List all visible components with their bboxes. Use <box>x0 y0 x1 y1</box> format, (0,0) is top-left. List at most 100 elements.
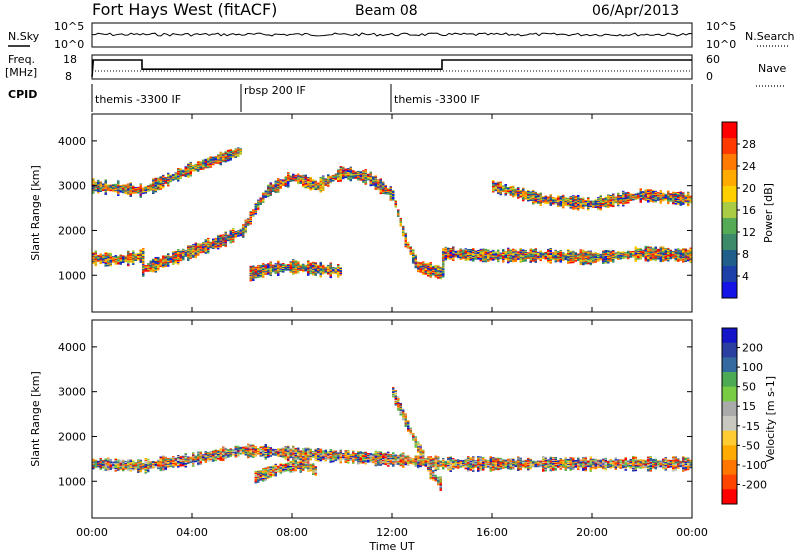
data-pixel <box>135 468 138 470</box>
data-pixel <box>345 177 348 179</box>
data-pixel <box>315 274 318 276</box>
data-pixel <box>522 260 525 262</box>
data-pixel <box>135 192 138 194</box>
data-pixel <box>327 185 330 187</box>
data-pixel <box>552 203 555 205</box>
data-pixel <box>425 273 428 275</box>
data-pixel <box>210 166 213 168</box>
noise-panel: N.Sky 10^5 10^0 10^5 10^0 N.Search <box>8 20 795 51</box>
data-pixel <box>535 202 538 204</box>
data-pixel <box>122 470 125 472</box>
data-pixel <box>545 258 548 260</box>
data-pixel <box>577 260 580 262</box>
data-pixel <box>237 155 240 157</box>
data-pixel <box>112 261 115 263</box>
data-pixel <box>335 273 338 275</box>
data-pixel <box>597 208 600 210</box>
data-pixel <box>665 259 668 261</box>
data-pixel <box>560 205 563 207</box>
data-pixel <box>617 258 620 260</box>
data-pixel <box>100 468 103 470</box>
data-pixel <box>590 264 593 266</box>
data-pixel <box>235 156 238 158</box>
data-pixel <box>615 202 618 204</box>
data-pixel <box>217 248 220 250</box>
data-pixel <box>280 187 283 189</box>
data-pixel <box>125 261 128 263</box>
data-pixel <box>327 273 330 275</box>
data-pixel <box>157 269 160 271</box>
data-pixel <box>310 189 313 191</box>
nave-tick-bottom: 0 <box>706 70 713 83</box>
data-pixel <box>95 467 98 469</box>
data-pixel <box>427 275 430 277</box>
data-pixel <box>595 206 598 208</box>
data-pixel <box>102 262 105 264</box>
data-pixel <box>642 198 645 200</box>
data-pixel <box>205 461 208 463</box>
data-pixel <box>280 271 283 273</box>
data-pixel <box>385 193 388 195</box>
data-pixel <box>250 223 253 225</box>
data-pixel <box>245 232 248 234</box>
data-pixel <box>297 272 300 274</box>
data-pixel <box>500 258 503 260</box>
data-pixel <box>622 205 625 207</box>
data-pixel <box>460 258 463 260</box>
data-pixel <box>287 186 290 188</box>
data-pixel <box>570 262 573 264</box>
data-pixel <box>680 204 683 206</box>
data-pixel <box>120 191 123 193</box>
data-pixel <box>557 260 560 262</box>
data-pixel <box>125 193 128 195</box>
data-pixel <box>442 276 445 278</box>
data-pixel <box>620 202 623 204</box>
data-pixel <box>302 186 305 188</box>
data-pixel <box>130 261 133 263</box>
data-pixel <box>145 270 148 272</box>
data-pixel <box>547 261 550 263</box>
data-pixel <box>687 205 690 207</box>
data-pixel <box>520 196 523 198</box>
data-pixel <box>190 257 193 259</box>
data-pixel <box>605 262 608 264</box>
data-pixel <box>670 200 673 202</box>
data-pixel <box>207 252 210 254</box>
data-pixel <box>475 258 478 260</box>
data-pixel <box>167 265 170 267</box>
data-pixel <box>235 236 238 238</box>
data-pixel <box>265 196 268 198</box>
data-pixel <box>172 466 175 468</box>
data-pixel <box>457 257 460 259</box>
data-pixel <box>140 196 143 198</box>
data-pixel <box>672 203 675 205</box>
data-pixel <box>105 265 108 267</box>
data-pixel <box>142 468 145 470</box>
data-pixel <box>205 167 208 169</box>
data-pixel <box>272 271 275 273</box>
data-pixel <box>150 467 153 469</box>
data-pixel <box>210 460 213 462</box>
date-title: 06/Apr/2013 <box>592 3 679 19</box>
data-pixel <box>685 202 688 204</box>
data-pixel <box>340 180 343 182</box>
data-pixel <box>147 190 150 192</box>
data-pixel <box>332 180 335 182</box>
data-pixel <box>107 470 110 472</box>
data-pixel <box>507 262 510 264</box>
data-pixel <box>200 463 203 465</box>
data-pixel <box>512 196 515 198</box>
data-pixel <box>185 466 188 468</box>
data-pixel <box>157 189 160 191</box>
data-pixel <box>202 251 205 253</box>
data-pixel <box>550 262 553 264</box>
data-pixel <box>585 205 588 207</box>
data-pixel <box>335 179 338 181</box>
data-pixel <box>670 258 673 260</box>
data-pixel <box>347 178 350 180</box>
data-pixel <box>137 259 140 261</box>
data-pixel <box>530 199 533 201</box>
colorbar-swatch <box>722 122 737 139</box>
data-pixel <box>162 470 165 472</box>
